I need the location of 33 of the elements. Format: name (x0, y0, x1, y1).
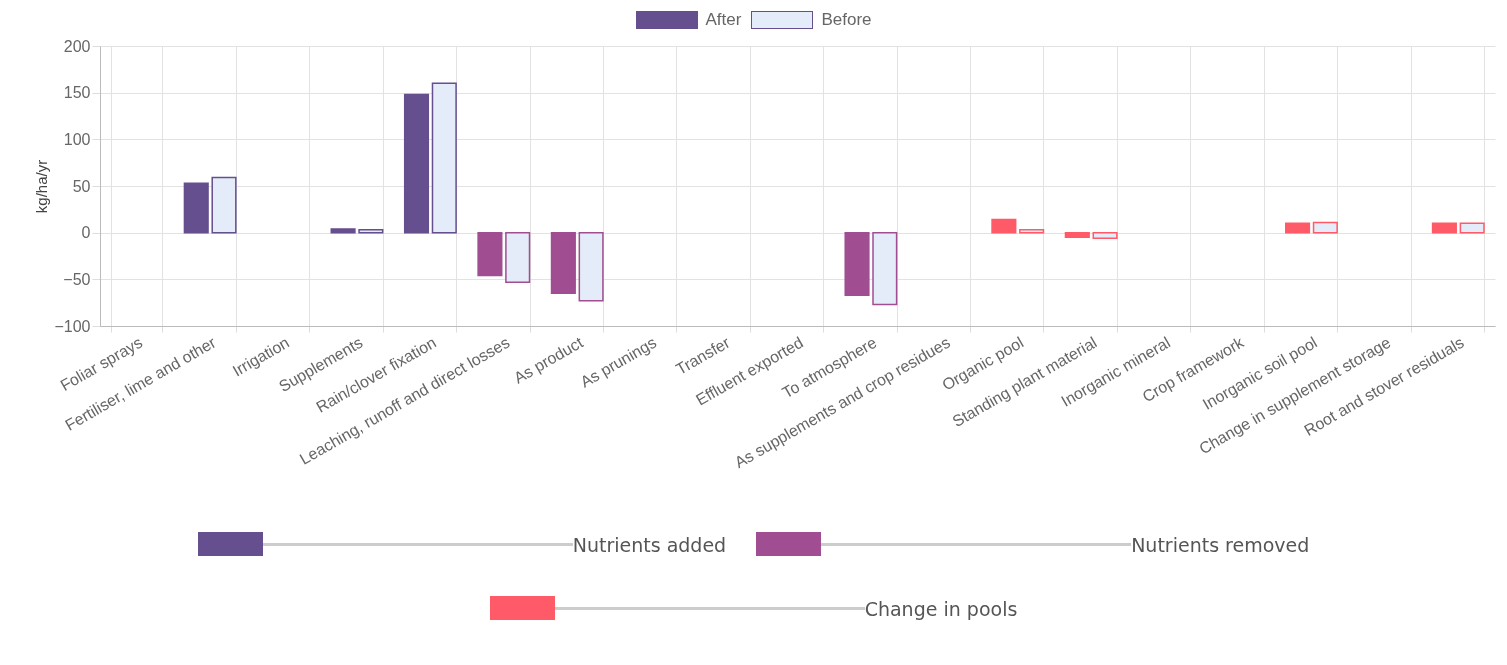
text: Nutrients removed (1131, 534, 1310, 556)
bar (1312, 221, 1338, 234)
bar (1019, 229, 1045, 234)
y-tick-label: 150 (63, 84, 91, 102)
legend-label: Before (821, 10, 872, 30)
bar (1431, 222, 1457, 234)
bar (991, 218, 1017, 234)
y-axis-title: kg/ha/yr (33, 159, 51, 214)
bar (550, 231, 576, 295)
bar (403, 93, 430, 234)
y-tick-label: −50 (63, 270, 91, 288)
bar (477, 231, 503, 277)
bar (431, 82, 457, 234)
bar (1459, 222, 1485, 234)
bar (844, 231, 870, 296)
bar (358, 229, 384, 234)
bar (211, 176, 237, 234)
y-tick-label: 100 (63, 130, 91, 148)
bar (1064, 231, 1090, 239)
text: Nutrients added (572, 534, 727, 556)
bar (505, 231, 531, 283)
y-tick-label: 200 (63, 37, 91, 55)
text: Change in pools (864, 598, 1018, 620)
y-tick-label: 50 (72, 177, 91, 195)
bar (1092, 231, 1118, 240)
bar (183, 182, 209, 234)
bar (1285, 222, 1311, 234)
bar (578, 231, 604, 302)
bar (872, 231, 898, 306)
bar (330, 228, 356, 234)
legend-label: After (705, 10, 742, 30)
y-tick-label: 0 (81, 224, 91, 242)
y-tick-label: −100 (54, 317, 91, 335)
